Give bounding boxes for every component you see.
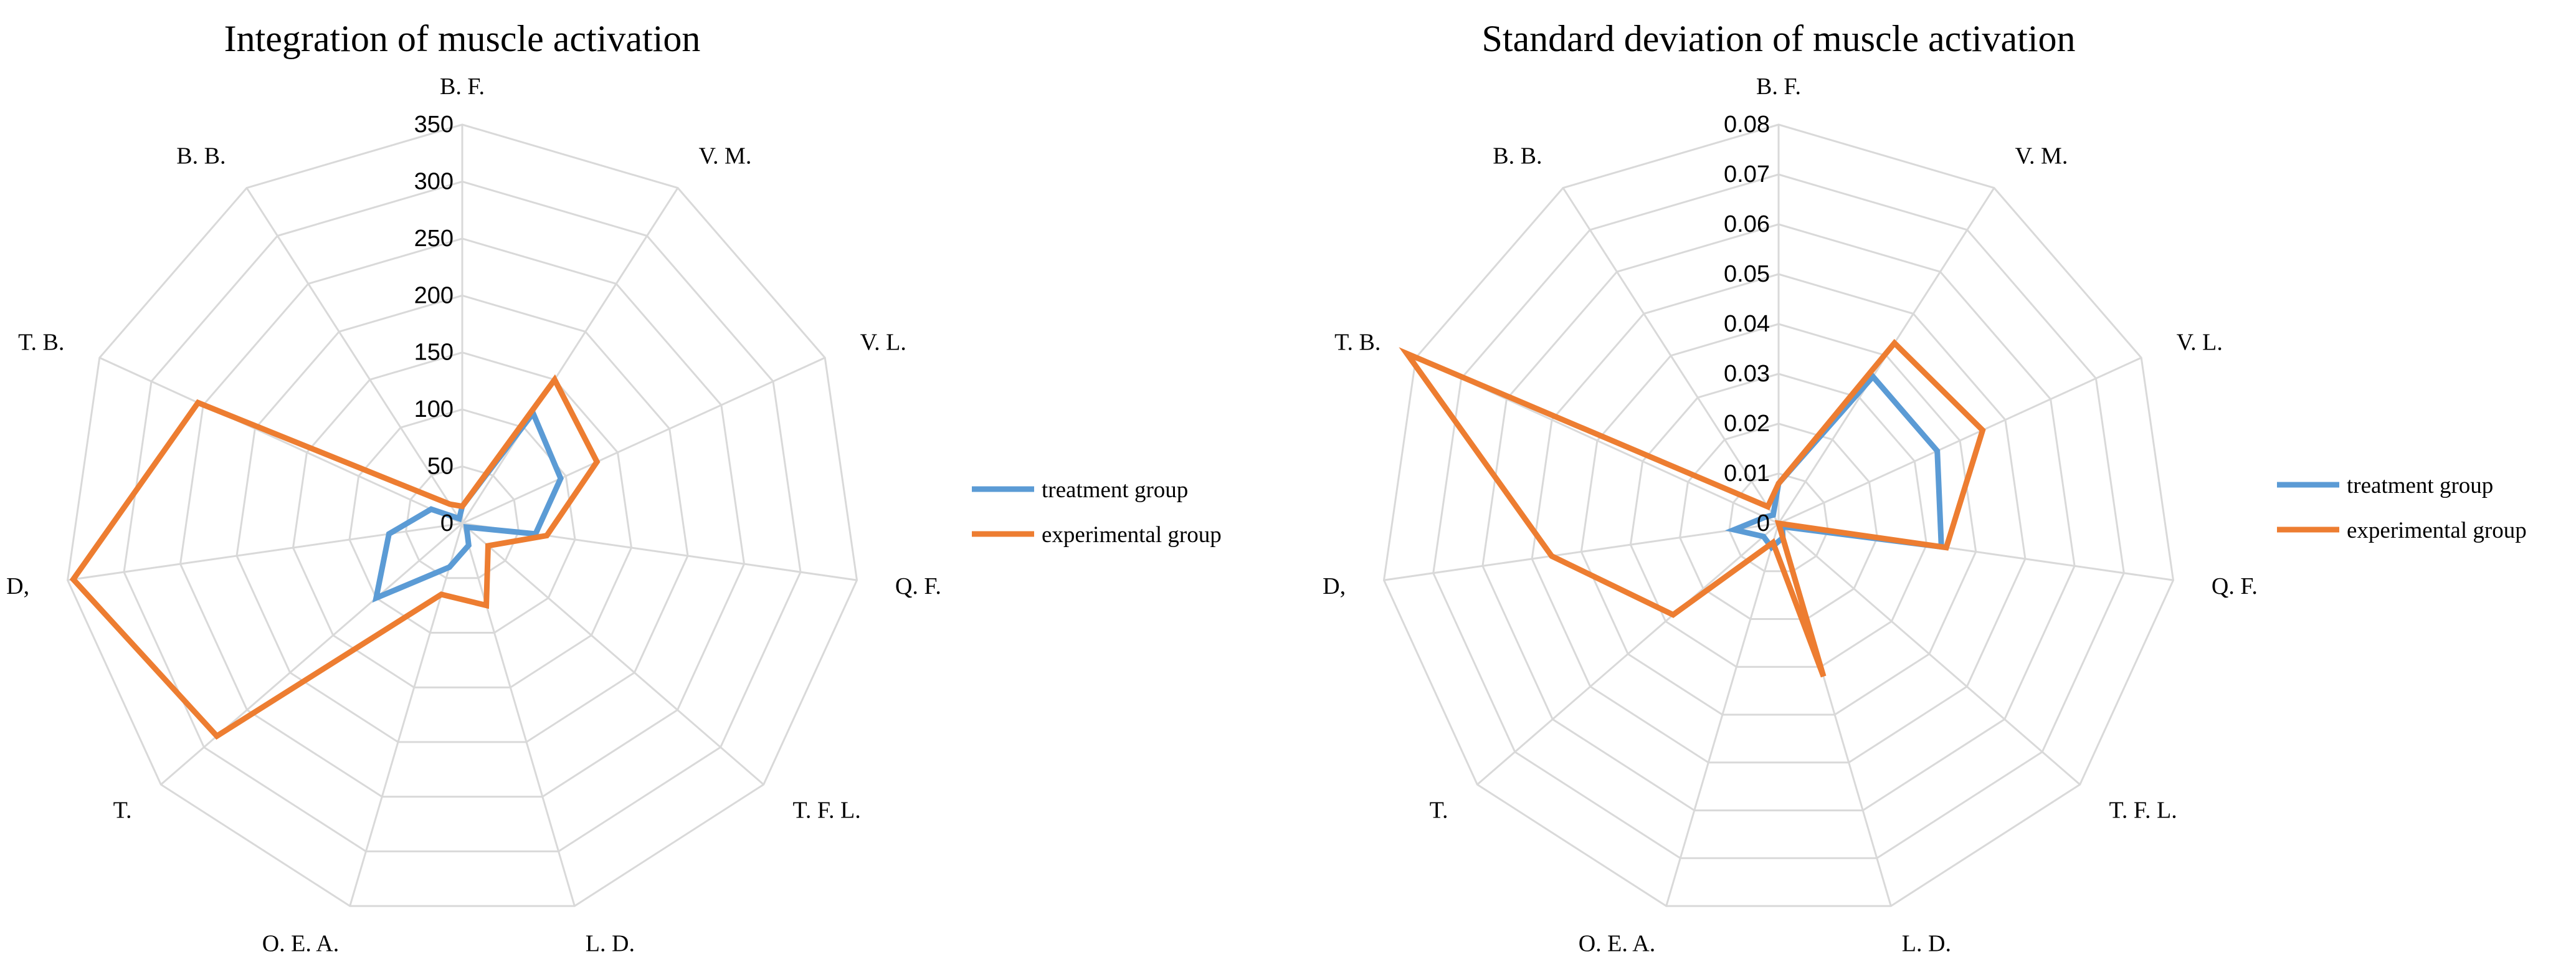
spoke-line — [1562, 187, 1780, 524]
tick-label: 250 — [414, 226, 454, 252]
chart-title: Integration of muscle activation — [224, 18, 701, 59]
category-label-o-e-a: O. E. A. — [1579, 931, 1656, 957]
spoke-line — [1665, 523, 1780, 907]
chart-title: Standard deviation of muscle activation — [1481, 18, 2075, 59]
grid-ring — [1432, 173, 2125, 859]
legend-label-experimental-group: experimental group — [2347, 518, 2527, 543]
radar-grid — [1382, 123, 2175, 907]
grid-ring — [66, 123, 858, 907]
category-label-q-f: Q. F. — [2212, 573, 2258, 599]
category-label-t-f-l: T. F. L. — [2109, 798, 2177, 824]
spoke-line — [67, 522, 463, 581]
category-label-b-b: B. B. — [176, 143, 226, 169]
spoke-line — [1476, 522, 1779, 786]
spoke-line — [1778, 356, 2142, 525]
category-label-b-f: B. F. — [1756, 74, 1801, 100]
category-label-b-f: B. F. — [440, 74, 485, 100]
tick-label: 350 — [414, 112, 454, 138]
grid-ring — [404, 465, 520, 579]
tick-label: 0.01 — [1724, 460, 1770, 487]
tick-label: 0.05 — [1724, 261, 1770, 287]
category-label-l-d: L. D. — [586, 931, 635, 957]
category-label-d: D, — [1323, 573, 1346, 599]
legend-label-experimental-group: experimental group — [1042, 522, 1222, 548]
category-label-v-l: V. L. — [860, 329, 906, 355]
category-label-t: T. — [1430, 798, 1448, 824]
grid-ring — [1481, 223, 2076, 812]
grid-ring — [1531, 273, 2027, 764]
spoke-line — [462, 356, 825, 525]
category-label-o-e-a: O. E. A. — [262, 931, 340, 957]
spoke-line — [160, 522, 463, 786]
tick-label: 0.03 — [1724, 361, 1770, 387]
series-line-treatment-group — [372, 407, 564, 603]
category-label-v-m: V. M. — [699, 143, 752, 169]
category-label-t: T. — [113, 798, 132, 824]
radar-chart-standard-deviation: Standard deviation of muscle activation B… — [1323, 18, 2527, 957]
spoke-line — [462, 522, 764, 786]
grid-ring — [123, 180, 802, 852]
category-label-q-f: Q. F. — [895, 573, 941, 599]
spoke-line — [349, 523, 463, 907]
spoke-line — [461, 523, 576, 907]
tick-label: 0.07 — [1724, 161, 1770, 188]
tick-label: 0.08 — [1724, 112, 1770, 138]
legend-label-treatment-group: treatment group — [2347, 473, 2493, 498]
legend-label-treatment-group: treatment group — [1042, 477, 1188, 503]
tick-label: 0.02 — [1724, 411, 1770, 437]
legend: treatment group experimental group — [972, 477, 1222, 548]
spoke-line — [99, 356, 463, 525]
tick-label: 0.04 — [1724, 311, 1770, 337]
grid-ring — [179, 237, 746, 798]
tick-label: 200 — [414, 282, 454, 308]
tick-label: 50 — [427, 454, 454, 480]
grid-ring — [1382, 123, 2175, 907]
grid-ring — [292, 351, 633, 689]
spoke-line — [461, 187, 679, 524]
tick-label: 100 — [414, 396, 454, 422]
series-line-treatment-group — [1724, 372, 1945, 551]
tick-label: 0 — [1757, 510, 1770, 536]
category-label-l-d: L. D. — [1902, 931, 1951, 957]
series-line-experimental-group — [1399, 338, 1986, 678]
radar-chart-integration: Integration of muscle activation B. F. V. … — [6, 18, 1222, 957]
legend: treatment group experimental group — [2277, 473, 2527, 543]
category-label-t-b: T. B. — [1334, 329, 1381, 355]
spoke-line — [245, 187, 463, 524]
category-label-t-b: T. B. — [18, 329, 64, 355]
grid-ring — [235, 294, 689, 743]
series-line-experimental-group — [69, 374, 601, 740]
tick-label: 300 — [414, 168, 454, 194]
category-label-v-l: V. L. — [2177, 329, 2223, 355]
spoke-line — [1384, 522, 1779, 581]
grid-ring — [1629, 373, 1928, 668]
grid-ring — [1580, 323, 1977, 716]
tick-label: 0.06 — [1724, 211, 1770, 237]
tick-label: 0 — [440, 510, 454, 536]
category-label-d: D, — [6, 573, 29, 599]
category-label-b-b: B. B. — [1493, 143, 1542, 169]
spoke-line — [1778, 522, 2081, 786]
category-label-t-f-l: T. F. L. — [793, 798, 861, 824]
category-label-v-m: V. M. — [2015, 143, 2068, 169]
tick-label: 150 — [414, 340, 454, 366]
grid-ring — [1728, 472, 1829, 573]
